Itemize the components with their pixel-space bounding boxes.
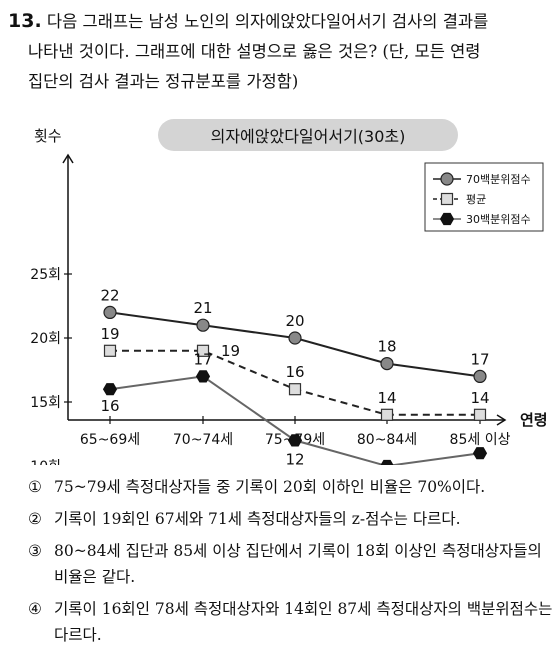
choice-1-mark: ①: [28, 478, 42, 496]
y-tick-label: 20회: [30, 331, 61, 347]
choice-2[interactable]: ② 기록이 19회인 67세와 71세 측정대상자들의 z-점수는 다르다.: [28, 506, 554, 532]
data-label: 12: [285, 450, 304, 465]
data-point-circle: [473, 369, 487, 383]
series-3: 1617121011: [100, 350, 490, 465]
question-number: 13.: [8, 10, 42, 32]
data-point-circle: [288, 331, 302, 345]
choice-2-text: 기록이 19회인 67세와 71세 측정대상자들의 z-점수는 다르다.: [54, 510, 461, 528]
data-point-circle: [103, 305, 117, 319]
data-point-circle: [196, 318, 210, 332]
data-label: 14: [470, 389, 489, 407]
choice-3-mark: ③: [28, 542, 42, 560]
x-axis-label: 연령: [520, 411, 548, 429]
choice-3[interactable]: ③ 80~84세 집단과 85세 이상 집단에서 기록이 18회 이상인 측정대상…: [28, 538, 554, 590]
choice-1[interactable]: ① 75~79세 측정대상자들 중 기록이 20회 이하인 비율은 70%이다.: [28, 474, 554, 500]
data-point-circle: [380, 357, 394, 371]
data-point-hexagon: [195, 370, 211, 383]
question-stem: 13. 다음 그래프는 남성 노인의 의자에앉았다일어서기 검사의 결과를 나타…: [8, 6, 556, 97]
series-1: 22 21 20 18 17: [100, 286, 490, 383]
data-label: 17: [470, 350, 489, 368]
data-label: 14: [377, 389, 396, 407]
data-label: 18: [377, 338, 396, 356]
data-label: 19: [100, 325, 119, 343]
data-label: 17: [193, 350, 212, 368]
choice-4-mark: ④: [28, 600, 42, 618]
data-label: 16: [100, 397, 119, 415]
data-point-hexagon: [102, 383, 118, 396]
choice-4[interactable]: ④ 기록이 16회인 78세 측정대상자와 14회인 87세 측정대상자의 백분위…: [28, 596, 554, 648]
data-point-square: [288, 383, 302, 396]
x-tick-label: 70~74세: [173, 432, 233, 448]
series-line: [110, 349, 480, 416]
choice-4-text: 기록이 16회인 78세 측정대상자와 14회인 87세 측정대상자의 백분위점…: [54, 600, 553, 644]
data-point-circle: [440, 172, 454, 186]
y-tick-label: 10회: [30, 459, 61, 465]
y-tick-label: 25회: [30, 267, 61, 283]
legend-label: 평균: [466, 193, 486, 206]
data-point-square: [196, 344, 210, 357]
chart-title: 의자에앉았다일어서기(30초): [211, 127, 406, 146]
data-point-hexagon: [380, 459, 394, 465]
x-tick-label: 80~84세: [357, 432, 417, 448]
answer-choices: ① 75~79세 측정대상자들 중 기록이 20회 이하인 비율은 70%이다. …: [28, 474, 554, 654]
x-tick-label: 85세 이상: [450, 432, 511, 448]
legend-label: 30백분위점수: [466, 213, 531, 226]
data-label: 21: [193, 299, 212, 317]
choice-1-text: 75~79세 측정대상자들 중 기록이 20회 이하인 비율은 70%이다.: [54, 478, 486, 496]
x-axis-arrow: [496, 414, 507, 426]
legend-label: 70백분위점수: [466, 173, 531, 186]
data-label: 19: [221, 342, 240, 360]
choice-2-mark: ②: [28, 510, 42, 528]
data-point-hexagon: [439, 212, 455, 226]
y-axis-label: 횟수: [34, 127, 62, 145]
data-label: 22: [100, 286, 119, 304]
data-point-square: [440, 192, 454, 206]
question-line-3: 집단의 검사 결과는 정규분포를 가정함): [28, 72, 299, 91]
y-tick-label: 15회: [30, 395, 61, 411]
y-axis-arrow: [62, 153, 74, 164]
chart-title-banner: [158, 119, 458, 151]
series-2: 19 19 16 14 14: [100, 325, 490, 421]
data-point-square: [103, 344, 117, 357]
x-tick-label: 65~69세: [80, 432, 140, 448]
question-line-1: 13. 다음 그래프는 남성 노인의 의자에앉았다일어서기 검사의 결과를: [8, 6, 556, 37]
question-line-2: 나타낸 것이다. 그래프에 대한 설명으로 옳은 것은? (단, 모든 연령: [28, 42, 481, 61]
data-label: 16: [285, 363, 304, 381]
question-text-1: 다음 그래프는 남성 노인의 의자에앉았다일어서기 검사의 결과를: [46, 12, 489, 31]
data-point-hexagon: [472, 447, 488, 460]
data-point-square: [380, 408, 394, 421]
data-label: 20: [285, 312, 304, 330]
line-chart: 의자에앉았다일어서기(30초) 횟수 연령 10회 15회 20회 25회 65~69세…: [30, 119, 548, 465]
choice-3-text: 80~84세 집단과 85세 이상 집단에서 기록이 18회 이상인 측정대상자…: [54, 542, 542, 586]
data-point-square: [473, 408, 487, 421]
data-point-hexagon: [287, 434, 303, 447]
data-label: 11: [470, 463, 489, 465]
